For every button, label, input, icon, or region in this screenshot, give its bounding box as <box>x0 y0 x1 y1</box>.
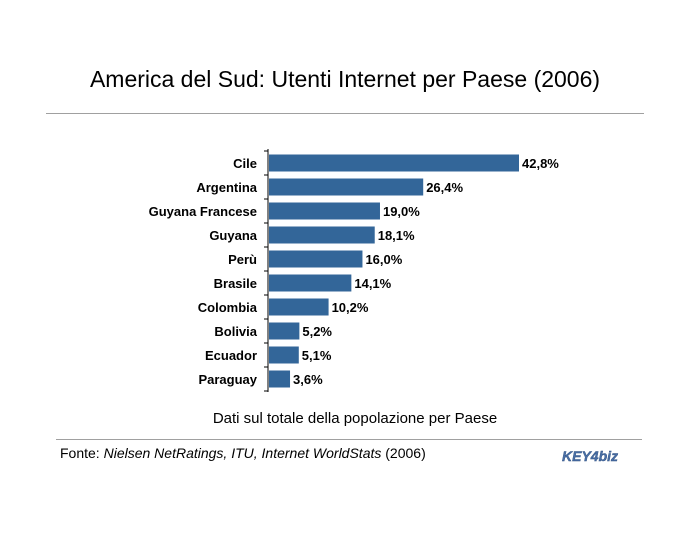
bar <box>269 202 380 220</box>
bar <box>269 322 300 340</box>
bar <box>269 370 291 388</box>
category-label: Ecuador <box>205 348 257 363</box>
source-names: Nielsen NetRatings, ITU, Internet WorldS… <box>103 445 382 461</box>
data-label: 5,2% <box>302 324 332 339</box>
category-label: Brasile <box>214 276 257 291</box>
source-note: Fonte: Nielsen NetRatings, ITU, Internet… <box>60 445 426 461</box>
footer-divider <box>56 439 642 440</box>
key4biz-logo: KEY4biz <box>562 448 618 464</box>
source-prefix: Fonte: <box>60 445 104 461</box>
category-label: Bolivia <box>214 324 257 339</box>
bar <box>269 346 299 364</box>
bar <box>269 178 424 196</box>
title-divider <box>46 113 644 114</box>
data-label: 26,4% <box>426 180 463 195</box>
bar-chart: Cile 42,8% Argentina 26,4% Guyana Francese 19… <box>149 149 559 392</box>
data-label: 19,0% <box>383 204 420 219</box>
category-label: Guyana Francese <box>149 204 257 219</box>
category-label: Perù <box>228 252 257 267</box>
bar <box>269 274 352 292</box>
data-label: 3,6% <box>293 372 323 387</box>
data-label: 18,1% <box>378 228 415 243</box>
data-label: 14,1% <box>354 276 391 291</box>
chart-title: America del Sud: Utenti Internet per Pae… <box>89 66 601 92</box>
bar <box>269 298 329 316</box>
svg-text:KEY4biz: KEY4biz <box>562 448 618 464</box>
category-label: Argentina <box>196 180 257 195</box>
category-label: Cile <box>233 156 257 171</box>
data-label: 42,8% <box>522 156 559 171</box>
chart-subtitle: Dati sul totale della popolazione per Pa… <box>212 410 498 427</box>
category-label: Guyana <box>209 228 257 243</box>
bar <box>269 250 363 268</box>
data-label: 10,2% <box>332 300 369 315</box>
bar <box>269 226 375 244</box>
data-label: 5,1% <box>302 348 332 363</box>
bar <box>269 154 519 172</box>
category-label: Paraguay <box>198 372 257 387</box>
category-label: Colombia <box>198 300 258 315</box>
source-year: (2006) <box>381 445 426 461</box>
data-label: 16,0% <box>365 252 402 267</box>
